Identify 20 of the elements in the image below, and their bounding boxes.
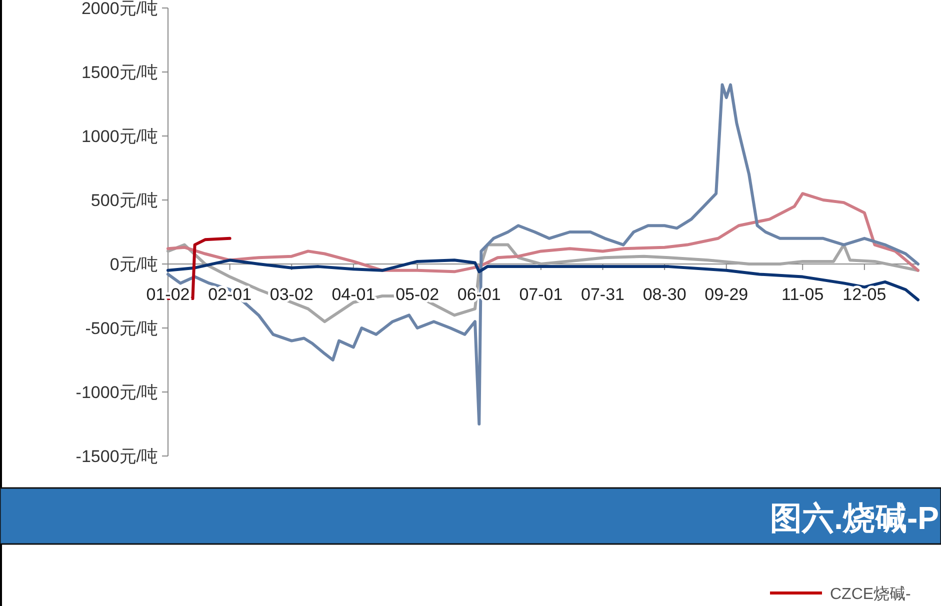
x-tick-label: 01-02 [146, 285, 190, 304]
x-tick-label: 12-05 [842, 285, 886, 304]
y-tick-label: -1500元/吨 [76, 447, 158, 466]
y-tick-label: 1500元/吨 [81, 63, 158, 82]
y-tick-label: -1000元/吨 [76, 383, 158, 402]
x-tick-label: 07-01 [519, 285, 563, 304]
x-tick-label: 04-01 [332, 285, 376, 304]
y-tick-label: 0元/吨 [110, 255, 158, 274]
x-tick-label: 03-02 [270, 285, 314, 304]
y-tick-label: 1000元/吨 [81, 127, 158, 146]
x-tick-label: 11-05 [782, 285, 824, 304]
y-tick-label: 2000元/吨 [81, 0, 158, 18]
x-tick-label: 08-30 [642, 285, 686, 304]
x-tick-label: 09-29 [704, 285, 748, 304]
x-tick-label: 07-31 [581, 285, 624, 304]
y-tick-label: 500元/吨 [90, 191, 158, 210]
x-tick-label: 05-02 [396, 285, 440, 304]
y-tick-label: -500元/吨 [85, 319, 158, 338]
text: 图六.烧碱-P [770, 500, 939, 536]
legend-fragment: CZCE烧碱- [770, 586, 911, 603]
